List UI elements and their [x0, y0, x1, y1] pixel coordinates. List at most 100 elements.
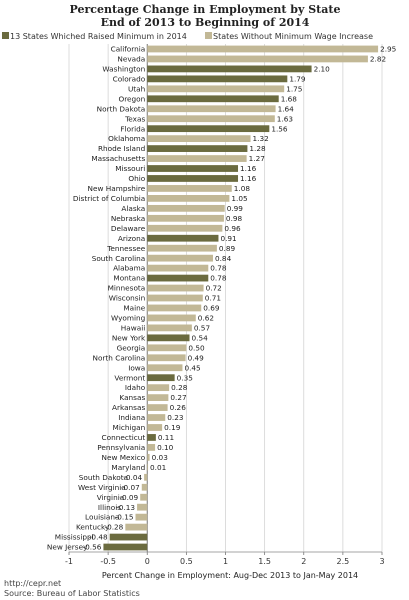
- value-label: -0.13: [116, 503, 135, 512]
- category-label: New Hampshire: [88, 184, 146, 193]
- category-label: Mississippi: [55, 533, 94, 542]
- x-tick-label: -1: [65, 557, 73, 566]
- bar: [147, 314, 196, 322]
- bar: [147, 165, 239, 172]
- value-label: 0.35: [177, 373, 193, 382]
- category-label: Rhode Island: [98, 144, 145, 153]
- category-label: Louisiana: [85, 513, 119, 522]
- bar: [147, 105, 276, 113]
- value-label: 1.64: [278, 104, 295, 113]
- category-label: District of Columbia: [73, 194, 145, 203]
- bar: [125, 523, 148, 531]
- category-label: Nevada: [117, 55, 145, 64]
- chart-subtitle: End of 2013 to Beginning of 2014: [101, 16, 310, 29]
- legend: 13 States Whiched Raised Minimum in 2014…: [2, 32, 373, 41]
- source-note: Source: Bureau of Labor Statistics: [4, 589, 140, 598]
- bar: [147, 135, 251, 143]
- bar: [147, 453, 150, 461]
- bar: [147, 55, 368, 63]
- category-label: New Mexico: [102, 453, 146, 462]
- bar: [147, 254, 213, 262]
- value-label: 0.78: [210, 274, 227, 283]
- value-label: 1.63: [277, 114, 294, 123]
- bar: [147, 394, 169, 401]
- bar: [147, 195, 230, 202]
- category-label: Massachusetts: [91, 154, 145, 163]
- value-label: 0.84: [215, 254, 232, 263]
- x-tick-label: 2.5: [337, 557, 350, 566]
- category-label: Tennessee: [106, 244, 146, 253]
- bar: [147, 424, 163, 431]
- bar: [147, 434, 156, 441]
- category-label: Missouri: [115, 164, 145, 173]
- value-label: 0.96: [224, 224, 241, 233]
- category-label: New Jersey: [47, 543, 88, 552]
- value-label: 1.79: [289, 74, 306, 83]
- value-label: -0.09: [119, 493, 138, 502]
- value-label: 0.10: [157, 443, 174, 452]
- value-label: 0.71: [205, 294, 221, 303]
- bar: [147, 224, 223, 232]
- value-label: 1.16: [240, 174, 257, 183]
- category-label: Arkansas: [112, 403, 145, 412]
- value-label: -0.07: [121, 483, 140, 492]
- category-label: Virginia: [97, 493, 125, 502]
- bar: [109, 533, 148, 541]
- category-label: Hawaii: [121, 323, 145, 332]
- category-label: Washington: [102, 65, 145, 74]
- bar: [147, 294, 203, 302]
- legend-swatch-raised: [2, 32, 9, 39]
- source-url: http://cepr.net: [4, 579, 62, 588]
- value-label: 0.01: [150, 463, 166, 472]
- bars: [103, 45, 379, 551]
- category-label: Kentucky: [76, 523, 110, 532]
- value-label: 0.50: [188, 343, 205, 352]
- bar: [147, 214, 224, 222]
- category-label: North Dakota: [97, 104, 146, 113]
- value-label: 0.23: [167, 413, 184, 422]
- bar: [147, 304, 202, 312]
- value-label: 0.89: [219, 244, 236, 253]
- x-tick-labels: -1 -0.5 0 0.5 1 1.5 2 2.5 3: [65, 557, 385, 566]
- x-tick-label: 0.5: [180, 557, 193, 566]
- bar: [147, 65, 312, 73]
- value-label: 0.28: [171, 383, 188, 392]
- bar: [147, 204, 225, 212]
- category-label: Illinois: [98, 503, 121, 512]
- value-label: 0.78: [210, 264, 227, 273]
- value-label: 2.82: [370, 55, 386, 64]
- bar: [147, 175, 239, 182]
- category-label: Maryland: [111, 463, 145, 472]
- bar: [147, 324, 192, 332]
- category-label: South Carolina: [92, 254, 146, 263]
- value-label: 0.19: [164, 423, 181, 432]
- value-label: 0.27: [170, 393, 187, 402]
- bar: [147, 274, 209, 282]
- x-tick-label: 1.5: [258, 557, 271, 566]
- value-label: 0.99: [227, 204, 244, 213]
- value-label: -0.15: [115, 513, 134, 522]
- category-label: New York: [112, 333, 146, 342]
- bar: [147, 444, 156, 451]
- category-label: Alabama: [113, 264, 145, 273]
- category-label: Maine: [123, 304, 145, 313]
- value-label: 1.08: [234, 184, 251, 193]
- category-label: Georgia: [117, 343, 146, 352]
- category-label: Alaska: [121, 204, 145, 213]
- bar: [141, 483, 148, 491]
- value-label: 2.95: [380, 45, 396, 54]
- category-label: Pennsylvania: [97, 443, 145, 452]
- value-label: 0.11: [158, 433, 174, 442]
- value-label: -0.48: [89, 533, 108, 542]
- category-label: Iowa: [128, 363, 145, 372]
- bar: [147, 125, 270, 133]
- category-label: Utah: [128, 84, 145, 93]
- chart-title: Percentage Change in Employment by State: [70, 3, 341, 16]
- bar: [147, 334, 190, 342]
- value-label: 0.98: [226, 214, 243, 223]
- category-label: Ohio: [128, 174, 145, 183]
- category-label: Indiana: [118, 413, 145, 422]
- x-axis-label: Percent Change in Employment: Aug-Dec 20…: [102, 571, 358, 580]
- value-labels: 2.952.82 2.10 1.791.751.681.641.631.561.32…: [83, 45, 397, 552]
- value-label: 1.28: [249, 144, 266, 153]
